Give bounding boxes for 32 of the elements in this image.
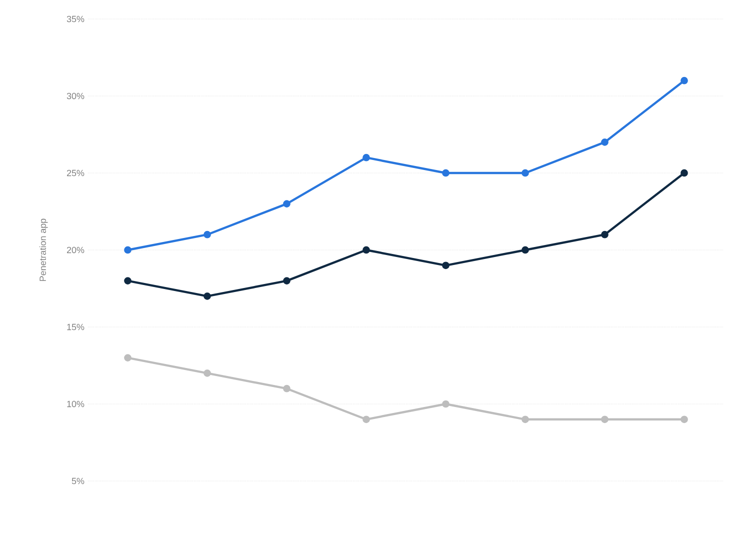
point (362, 154, 370, 162)
y-tick-label: 15% (67, 324, 84, 330)
point (204, 230, 211, 238)
point (680, 416, 688, 424)
point (362, 246, 370, 254)
point (442, 400, 450, 408)
point (442, 169, 450, 177)
point (442, 262, 450, 270)
point (601, 138, 608, 146)
y-tick-label: 10% (67, 400, 84, 408)
point (204, 292, 211, 300)
point (283, 200, 290, 208)
point (601, 230, 608, 238)
point (124, 246, 132, 254)
point (522, 169, 529, 177)
point (204, 370, 211, 377)
point (522, 246, 529, 254)
point (124, 354, 132, 362)
y-tick-label: 5% (72, 478, 84, 484)
point (522, 416, 529, 424)
point (124, 277, 132, 284)
point (283, 384, 290, 392)
point (601, 416, 608, 424)
y-axis-title: Penetration app (39, 218, 48, 281)
y-tick-label: 35% (66, 16, 84, 22)
y-tick-label: 20% (66, 246, 84, 254)
point (362, 416, 370, 424)
y-tick-label: 25% (66, 170, 84, 176)
y-tick-label: 30% (66, 92, 84, 100)
point (283, 277, 290, 284)
point (680, 76, 688, 84)
point (680, 169, 688, 177)
